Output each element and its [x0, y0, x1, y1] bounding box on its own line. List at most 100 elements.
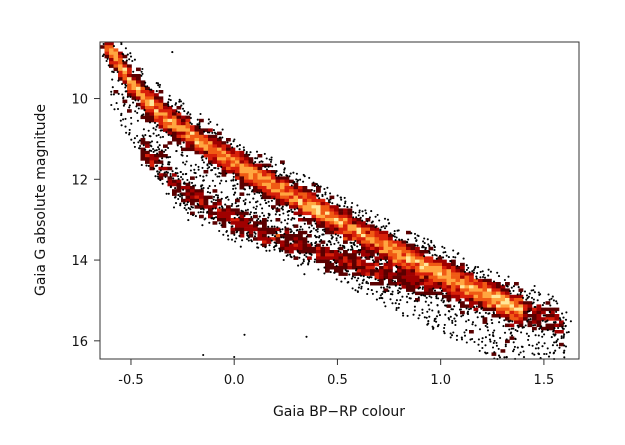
- density-cell: [370, 250, 375, 254]
- star-point: [391, 302, 394, 305]
- density-cell: [230, 211, 236, 216]
- star-point: [357, 214, 360, 217]
- star-point: [199, 207, 203, 211]
- density-cell: [167, 125, 173, 129]
- density-cell: [419, 275, 425, 280]
- density-cell: [257, 230, 263, 235]
- star-point: [286, 210, 289, 213]
- star-point: [198, 125, 201, 128]
- star-point: [278, 204, 281, 207]
- density-cell: [388, 282, 393, 286]
- star-point: [521, 296, 525, 299]
- density-cell: [221, 160, 227, 164]
- density-cell: [262, 182, 267, 187]
- star-point: [361, 219, 364, 222]
- density-cell: [338, 272, 344, 276]
- star-point: [295, 229, 298, 232]
- star-point: [478, 349, 481, 352]
- star-point: [161, 157, 164, 160]
- star-point: [153, 149, 157, 152]
- density-cell: [374, 227, 380, 232]
- star-point: [419, 286, 422, 289]
- density-cell: [554, 307, 560, 312]
- star-point: [395, 265, 398, 268]
- star-point: [210, 217, 213, 220]
- star-point: [443, 332, 446, 335]
- star-point: [190, 205, 193, 208]
- star-point: [335, 237, 338, 240]
- density-cell: [158, 118, 164, 123]
- star-point: [187, 219, 190, 222]
- density-cell: [122, 64, 128, 68]
- density-cell: [316, 218, 321, 222]
- density-cell: [514, 294, 519, 299]
- star-point: [296, 179, 300, 182]
- density-cell: [266, 189, 272, 193]
- star-point: [554, 349, 557, 352]
- density-cell: [217, 131, 222, 136]
- density-cell: [118, 51, 123, 56]
- star-point: [537, 341, 540, 344]
- density-cell: [136, 74, 141, 78]
- star-point: [303, 273, 306, 276]
- star-point: [340, 280, 343, 283]
- star-point: [267, 200, 270, 203]
- star-point: [218, 229, 221, 233]
- star-point: [465, 264, 468, 267]
- star-point: [171, 170, 174, 173]
- star-point: [357, 248, 360, 252]
- density-cell: [451, 288, 456, 292]
- star-point: [297, 264, 300, 267]
- density-cell: [190, 186, 195, 190]
- star-point: [351, 287, 354, 290]
- density-cell: [428, 259, 434, 264]
- star-point: [307, 263, 310, 266]
- density-cell: [437, 259, 443, 264]
- density-cell: [451, 266, 456, 270]
- density-cell: [419, 269, 425, 273]
- star-point: [301, 228, 304, 231]
- density-cell: [343, 259, 348, 264]
- density-cell: [464, 304, 470, 308]
- star-point: [398, 238, 401, 241]
- star-point: [387, 289, 390, 293]
- star-point: [447, 300, 450, 303]
- star-point: [160, 149, 163, 152]
- star-point: [201, 207, 205, 210]
- density-cell: [536, 323, 542, 328]
- density-cell: [253, 170, 258, 174]
- star-point: [346, 281, 349, 284]
- density-cell: [379, 240, 384, 244]
- star-point: [132, 101, 135, 104]
- density-cell: [275, 176, 281, 180]
- star-point: [196, 123, 199, 126]
- density-cell: [329, 208, 335, 212]
- density-cell: [532, 307, 537, 312]
- star-point: [369, 255, 372, 258]
- density-cell: [253, 227, 258, 232]
- star-point: [503, 319, 506, 322]
- density-cell: [280, 189, 285, 193]
- star-point: [220, 191, 223, 194]
- density-cell: [527, 314, 533, 318]
- density-cell: [311, 211, 317, 216]
- density-cell: [253, 237, 258, 241]
- density-cell: [167, 182, 173, 187]
- density-cell: [226, 214, 231, 219]
- star-point: [157, 84, 160, 87]
- star-point: [164, 175, 167, 178]
- density-cell: [199, 138, 204, 142]
- star-point: [270, 225, 274, 228]
- density-cell: [559, 320, 564, 324]
- star-point: [332, 259, 335, 262]
- density-cell: [473, 298, 479, 302]
- star-point: [510, 334, 514, 337]
- density-cell: [190, 189, 195, 193]
- density-cell: [163, 122, 168, 126]
- star-point: [395, 307, 398, 310]
- density-cell: [140, 80, 146, 84]
- density-cell: [424, 262, 429, 267]
- density-cell: [500, 307, 506, 312]
- density-cell: [221, 147, 227, 152]
- star-point: [358, 253, 361, 256]
